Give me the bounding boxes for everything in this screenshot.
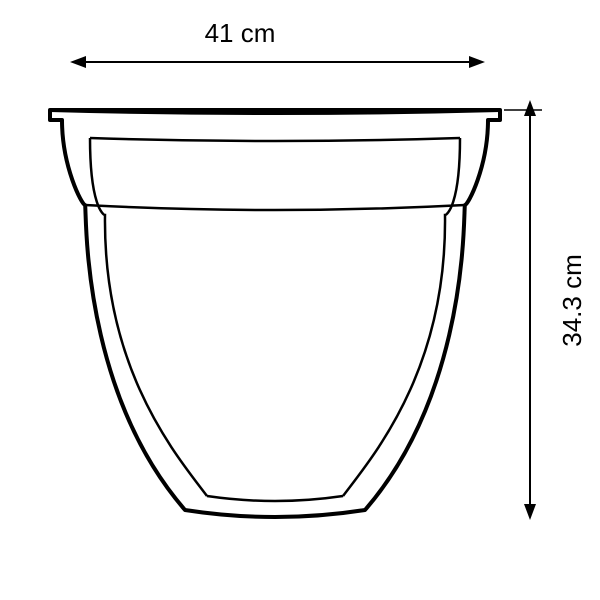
dimension-drawing [0,0,600,600]
pot-band-line [85,205,465,210]
pot-inner-right [343,138,460,496]
pot-inner-left [90,138,207,496]
pot-inner-bottom [207,496,343,501]
pot-inner-rim [90,138,460,141]
pot-outline [50,110,500,517]
diagram-stage: 41 cm 34.3 cm [0,0,600,600]
